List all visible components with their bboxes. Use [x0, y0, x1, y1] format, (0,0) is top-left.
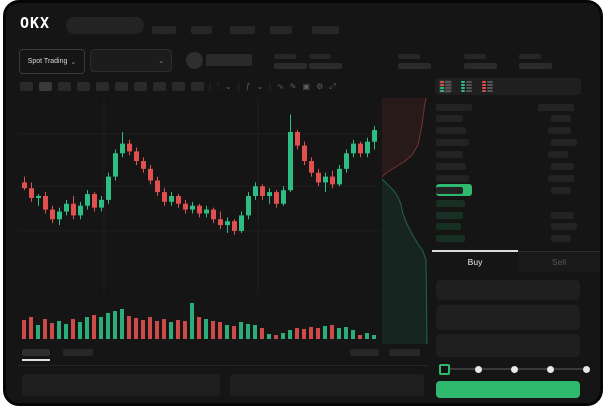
- ask-price-placeholder[interactable]: [436, 127, 466, 134]
- slider-step-75[interactable]: [547, 366, 554, 373]
- indicators-icon[interactable]: ƒ: [245, 82, 251, 91]
- chevron-down-icon[interactable]: ⌄: [256, 82, 264, 91]
- candlestick-chart[interactable]: [18, 99, 380, 293]
- bid-price-placeholder[interactable]: [436, 200, 465, 207]
- draw-icon[interactable]: ✎: [289, 82, 297, 91]
- ticker-stat: [398, 54, 431, 69]
- nav-item[interactable]: [230, 26, 255, 34]
- pair-name-placeholder: [206, 54, 252, 66]
- chevron-down-icon[interactable]: ⌄: [225, 82, 232, 91]
- slider-step-0[interactable]: [439, 364, 450, 375]
- bid-amount-placeholder: [551, 212, 574, 219]
- interval-button[interactable]: [20, 82, 33, 91]
- volume-bars: [18, 303, 380, 339]
- interval-button[interactable]: [172, 82, 185, 91]
- pair-selector-dropdown[interactable]: ⌄: [90, 49, 172, 72]
- ask-amount-placeholder: [548, 127, 571, 134]
- chevron-down-icon: ⌄: [70, 58, 77, 66]
- line-tool-icon[interactable]: ∿: [277, 82, 284, 91]
- orderbook-toolbar: [435, 78, 581, 95]
- price-input[interactable]: [436, 280, 580, 300]
- search-input[interactable]: [66, 17, 144, 34]
- settings-icon[interactable]: ⚙: [316, 82, 324, 91]
- interval-button[interactable]: [134, 82, 147, 91]
- ask-amount-placeholder: [551, 163, 574, 170]
- nav-item[interactable]: [270, 26, 292, 34]
- market-type-label: Spot Trading: [27, 58, 68, 65]
- chevron-down-icon: ⌄: [158, 57, 164, 65]
- candle-style-icon[interactable]: ⫶: [217, 81, 220, 91]
- book-asks-only-icon[interactable]: [481, 80, 494, 93]
- tab-buy[interactable]: Buy: [467, 257, 483, 267]
- nav-item[interactable]: [152, 26, 176, 34]
- bottom-tab-active-indicator: [22, 359, 50, 361]
- slider-step-100[interactable]: [583, 366, 590, 373]
- ask-amount-placeholder: [551, 115, 571, 122]
- interval-button[interactable]: [191, 82, 204, 91]
- ticker-stat: [309, 54, 342, 69]
- bottom-panel-right: [230, 374, 424, 396]
- bottom-divider: [18, 365, 428, 366]
- ask-price-placeholder[interactable]: [436, 175, 469, 182]
- bottom-bar-control[interactable]: [389, 349, 420, 356]
- nav-item[interactable]: [191, 26, 212, 34]
- okx-logo: OKX: [20, 14, 51, 32]
- slider-step-50[interactable]: [511, 366, 518, 373]
- ask-price-placeholder[interactable]: [436, 115, 463, 122]
- depth-chart: [382, 98, 428, 344]
- bottom-tab-history[interactable]: [63, 349, 93, 356]
- book-combined-icon[interactable]: [439, 80, 452, 93]
- nav-item[interactable]: [312, 26, 339, 34]
- camera-icon[interactable]: ▣: [302, 82, 311, 91]
- orderbook-header-price: [436, 104, 472, 111]
- ask-amount-placeholder: [548, 151, 568, 158]
- ask-price-placeholder[interactable]: [436, 151, 463, 158]
- market-type-selector[interactable]: Spot Trading ⌄: [19, 49, 85, 74]
- active-tab-indicator: [432, 250, 518, 252]
- interval-button[interactable]: [115, 82, 128, 91]
- bid-price-placeholder[interactable]: [436, 223, 461, 230]
- ask-amount-placeholder: [551, 139, 577, 146]
- amount-input[interactable]: [436, 305, 580, 330]
- bid-amount-placeholder: [551, 235, 571, 242]
- buy-submit-button[interactable]: [436, 381, 580, 398]
- ask-price-placeholder[interactable]: [436, 139, 469, 146]
- interval-button[interactable]: [96, 82, 109, 91]
- interval-button[interactable]: [58, 82, 71, 91]
- interval-button[interactable]: [39, 82, 52, 91]
- bottom-panel-left: [22, 374, 220, 396]
- ticker-stat: [274, 54, 307, 69]
- coin-avatar: [186, 52, 203, 69]
- interval-button[interactable]: [153, 82, 166, 91]
- bid-price-placeholder[interactable]: [436, 235, 465, 242]
- book-bids-only-icon[interactable]: [460, 80, 473, 93]
- bid-amount-placeholder: [551, 223, 577, 230]
- slider-step-25[interactable]: [475, 366, 482, 373]
- tab-sell[interactable]: Sell: [518, 252, 600, 272]
- orderbook-header-amount: [538, 104, 574, 111]
- ask-price-placeholder[interactable]: [436, 163, 466, 170]
- bottom-tab-orders[interactable]: [22, 349, 50, 356]
- interval-button[interactable]: [77, 82, 90, 91]
- fullscreen-icon[interactable]: ⤢: [329, 81, 336, 91]
- app-window: OKX Spot Trading ⌄ ⌄ | ⫶ ⌄ | ƒ ⌄ | ∿ ✎ ▣ ⚙ ⤢: [3, 0, 603, 406]
- bottom-bar-control[interactable]: [350, 349, 379, 356]
- ask-amount-placeholder: [551, 187, 571, 194]
- bid-price-placeholder[interactable]: [436, 212, 463, 219]
- ask-price-placeholder[interactable]: [436, 187, 463, 194]
- total-input[interactable]: [436, 334, 580, 357]
- chart-tools: | ⫶ ⌄ | ƒ ⌄ | ∿ ✎ ▣ ⚙ ⤢: [209, 81, 336, 92]
- ask-amount-placeholder: [548, 175, 574, 182]
- ticker-stat: [519, 54, 552, 69]
- ticker-stat: [464, 54, 497, 69]
